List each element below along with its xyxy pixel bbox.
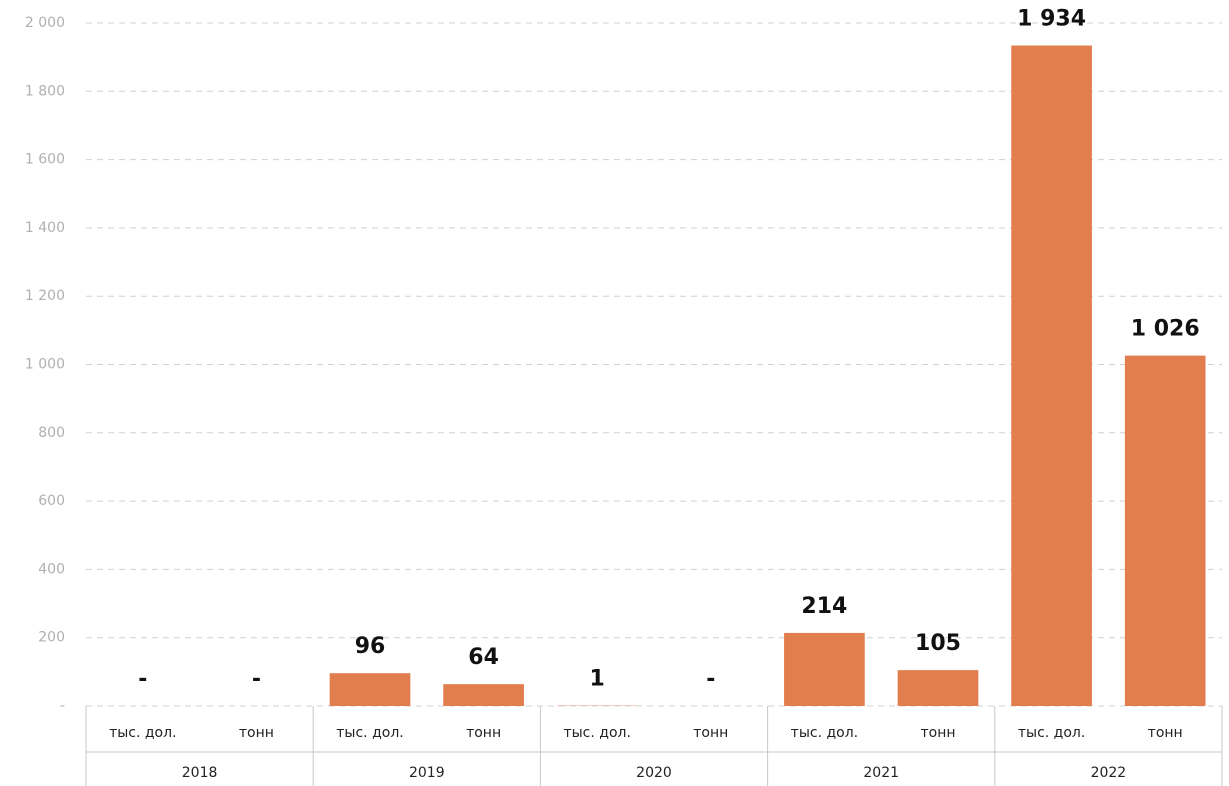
y-tick-label: 1 000	[25, 357, 65, 373]
x-tick-label: тонн	[920, 725, 955, 741]
y-tick-label: 1 800	[25, 83, 65, 99]
value-label: 214	[801, 594, 847, 619]
x-tick-label: тонн	[466, 725, 501, 741]
group-label: 2018	[182, 765, 218, 781]
group-label: 2021	[863, 765, 899, 781]
x-tick-label: тонн	[239, 725, 274, 741]
value-label: 1 934	[1017, 7, 1086, 32]
value-label: 1 026	[1131, 317, 1200, 342]
value-label: -	[138, 667, 147, 692]
value-label: -	[252, 667, 261, 692]
bar	[1124, 355, 1206, 706]
y-tick-label: -	[60, 698, 65, 714]
value-label: -	[706, 667, 715, 692]
x-tick-label: тыс. дол.	[109, 725, 176, 741]
value-label: 64	[468, 645, 499, 670]
x-tick-label: тыс. дол.	[336, 725, 403, 741]
x-tick-label: тыс. дол.	[1018, 725, 1085, 741]
x-tick-label: тыс. дол.	[563, 725, 630, 741]
y-tick-label: 2 000	[25, 15, 65, 31]
value-label: 96	[355, 634, 386, 659]
bar	[897, 670, 979, 706]
y-tick-label: 600	[38, 493, 65, 509]
x-tick-label: тонн	[1148, 725, 1183, 741]
x-tick-label: тонн	[693, 725, 728, 741]
bar	[329, 673, 411, 706]
y-tick-label: 800	[38, 425, 65, 441]
y-tick-label: 1 600	[25, 152, 65, 168]
group-label: 2020	[636, 765, 672, 781]
bar	[784, 632, 865, 706]
y-tick-label: 200	[38, 630, 65, 646]
y-tick-label: 400	[38, 561, 65, 577]
value-label: 1	[590, 667, 605, 692]
y-tick-label: 1 400	[25, 220, 65, 236]
group-label: 2019	[409, 765, 445, 781]
bar	[1011, 45, 1092, 706]
bar	[443, 684, 524, 706]
group-label: 2022	[1091, 765, 1127, 781]
value-label: 105	[915, 631, 961, 656]
x-tick-label: тыс. дол.	[791, 725, 858, 741]
y-tick-label: 1 200	[25, 288, 65, 304]
